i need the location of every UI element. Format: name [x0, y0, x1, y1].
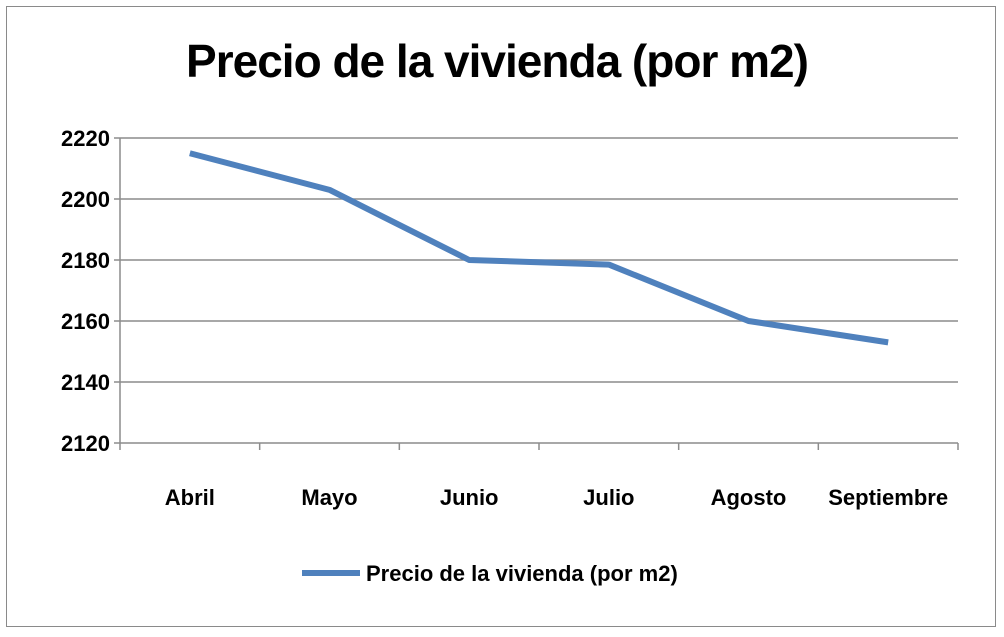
- x-axis: Abril Mayo Junio Julio Agosto Septiembre: [119, 442, 959, 510]
- chart-title: Precio de la vivienda (por m2): [186, 35, 809, 87]
- x-tick-label: Julio: [583, 485, 634, 510]
- y-tick-label: 2160: [61, 309, 110, 334]
- y-axis: 2120 2140 2160 2180 2200 2220: [61, 126, 121, 456]
- x-tick-label: Mayo: [301, 485, 357, 510]
- x-tick-label: Septiembre: [828, 485, 948, 510]
- y-tick-label: 2200: [61, 187, 110, 212]
- x-tick-label: Agosto: [711, 485, 787, 510]
- x-tick-label: Abril: [165, 485, 215, 510]
- series-line: [189, 150, 889, 346]
- series-layer: [189, 150, 889, 346]
- y-tick-label: 2220: [61, 126, 110, 151]
- y-tick-label: 2140: [61, 370, 110, 395]
- legend-label: Precio de la vivienda (por m2): [366, 561, 678, 586]
- chart-frame: [6, 6, 996, 627]
- legend: Precio de la vivienda (por m2): [302, 561, 678, 586]
- x-tick-label: Junio: [440, 485, 499, 510]
- y-tick-label: 2180: [61, 248, 110, 273]
- y-tick-label: 2120: [61, 431, 110, 456]
